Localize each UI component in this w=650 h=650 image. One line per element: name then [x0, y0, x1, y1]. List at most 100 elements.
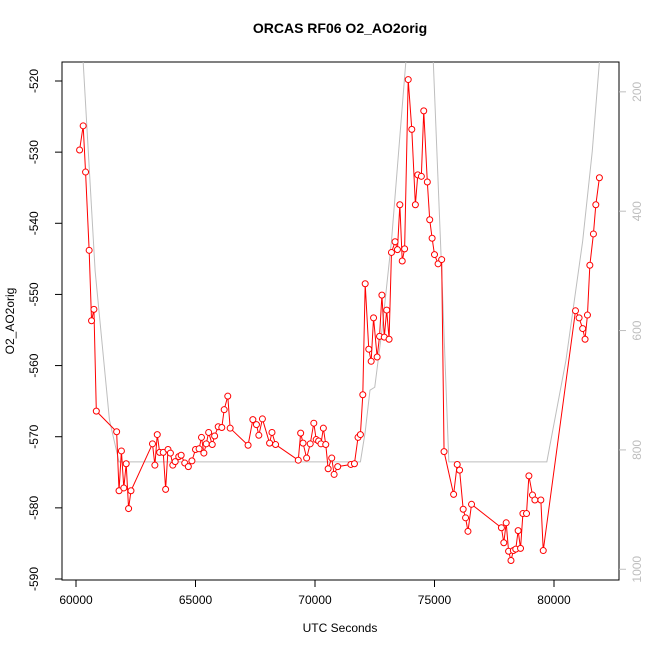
data-point: [117, 447, 125, 455]
series-line: [82, 62, 600, 463]
data-point: [127, 487, 135, 495]
data-point: [438, 256, 446, 264]
data-point: [430, 251, 438, 259]
data-point: [450, 490, 458, 498]
plot-area: [76, 62, 603, 565]
data-point: [85, 246, 93, 254]
data-point: [197, 433, 205, 441]
data-point: [322, 441, 330, 449]
data-point: [581, 335, 589, 343]
x-tick-label: 70000: [298, 593, 332, 607]
data-point: [195, 445, 203, 453]
data-point: [244, 441, 252, 449]
data-point: [393, 246, 401, 254]
data-point: [92, 407, 100, 415]
data-point: [200, 449, 208, 457]
data-point: [462, 514, 470, 522]
data-point: [428, 234, 436, 242]
x-axis-label: UTC Seconds: [303, 621, 378, 635]
data-point: [218, 423, 226, 431]
data-point: [299, 439, 307, 447]
data-point: [440, 448, 448, 456]
data-point: [208, 441, 216, 449]
data-point: [370, 314, 378, 322]
data-point: [151, 461, 159, 469]
x-tick-label: 75000: [418, 593, 452, 607]
y2-tick-label: 600: [630, 320, 644, 340]
data-point: [82, 168, 90, 176]
data-point: [497, 524, 505, 532]
data-point: [592, 201, 600, 209]
data-point: [423, 178, 431, 186]
data-point: [272, 441, 280, 449]
data-point: [387, 248, 395, 256]
data-point: [456, 466, 464, 474]
data-point: [122, 460, 130, 468]
data-point: [453, 460, 461, 468]
data-point: [258, 415, 266, 423]
y-tick-label: -540: [27, 211, 41, 235]
data-point: [417, 172, 425, 180]
data-point: [90, 305, 98, 313]
data-point: [211, 432, 219, 440]
data-point: [177, 451, 185, 459]
data-point: [205, 428, 213, 436]
data-point: [595, 174, 603, 182]
data-point: [396, 201, 404, 209]
data-point: [373, 353, 381, 361]
data-point: [361, 280, 369, 288]
y2-tick-label: 800: [630, 440, 644, 460]
data-point: [365, 345, 373, 353]
data-point: [359, 391, 367, 399]
data-point: [401, 245, 409, 253]
data-point: [310, 419, 318, 427]
data-point: [468, 500, 476, 508]
data-point: [297, 429, 305, 437]
data-point: [306, 440, 314, 448]
data-point: [514, 527, 522, 535]
data-point: [525, 472, 533, 480]
data-point: [148, 440, 156, 448]
data-point: [579, 325, 587, 333]
data-point: [113, 428, 121, 436]
data-point: [202, 440, 210, 448]
data-point: [517, 544, 525, 552]
data-point: [502, 519, 510, 527]
data-point: [188, 457, 196, 465]
y2-tick-label: 200: [630, 82, 644, 102]
data-point: [572, 307, 580, 315]
data-point: [537, 496, 545, 504]
data-point: [330, 470, 338, 478]
data-point: [319, 424, 327, 432]
data-point: [249, 416, 257, 424]
chart-title: ORCAS RF06 O2_AO2orig: [253, 20, 427, 36]
data-point: [408, 125, 416, 133]
data-point: [125, 505, 133, 513]
data-point: [426, 216, 434, 224]
data-point: [268, 428, 276, 436]
data-point: [586, 261, 594, 269]
data-point: [523, 510, 531, 518]
plot-frame: [61, 61, 620, 581]
data-point: [252, 421, 260, 429]
y2-tick-label: 400: [630, 201, 644, 221]
data-point: [79, 122, 87, 130]
data-point: [350, 460, 358, 468]
x-tick-label: 65000: [179, 593, 213, 607]
y-tick-label: -560: [27, 353, 41, 377]
series-line: [79, 79, 600, 561]
data-point: [226, 424, 234, 432]
data-point: [76, 146, 84, 154]
y-tick-label: -570: [27, 424, 41, 448]
y-tick-label: -550: [27, 282, 41, 306]
data-point: [328, 454, 336, 462]
data-point: [411, 201, 419, 209]
data-point: [575, 314, 583, 322]
data-point: [294, 456, 302, 464]
data-point: [334, 463, 342, 471]
data-point: [378, 291, 386, 299]
data-point: [224, 392, 232, 400]
data-point: [367, 357, 375, 365]
data-point: [459, 505, 467, 513]
data-point: [166, 449, 174, 457]
